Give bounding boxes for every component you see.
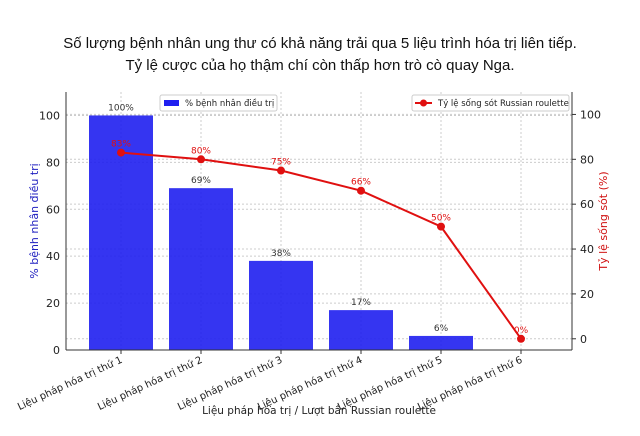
bar-label: 100% xyxy=(108,103,134,113)
chart-title: Số lượng bệnh nhân ung thư có khả năng t… xyxy=(0,34,640,75)
legend-left-box xyxy=(159,94,278,112)
right-tick-label: 100 xyxy=(580,108,601,121)
left-tick-label: 100 xyxy=(39,109,60,122)
right-tick-label: 20 xyxy=(580,288,594,301)
survival-point xyxy=(437,222,445,231)
bar xyxy=(169,188,233,350)
bar-label: 6% xyxy=(434,324,449,334)
survival-label: 50% xyxy=(431,214,451,224)
survival-point xyxy=(277,166,285,175)
left-axis-label: % bệnh nhân điều trị xyxy=(28,163,41,278)
legend-bar-label: % bệnh nhân điều trị xyxy=(185,98,274,109)
bar-label: 17% xyxy=(351,298,371,308)
bar-label: 38% xyxy=(271,249,291,259)
survival-label: 66% xyxy=(351,178,371,188)
right-tick-label: 40 xyxy=(580,243,594,256)
survival-label: 80% xyxy=(191,146,211,156)
legend-right-box xyxy=(411,94,570,112)
left-tick-label: 0 xyxy=(53,344,60,357)
right-tick-label: 80 xyxy=(580,153,594,166)
left-tick-label: 80 xyxy=(46,156,60,169)
right-axis-label: Tỷ lệ sống sót (%) xyxy=(597,171,610,271)
legend-bar-swatch xyxy=(164,100,179,106)
chart-title-line1: Số lượng bệnh nhân ung thư có khả năng t… xyxy=(63,35,577,52)
bar xyxy=(329,310,393,350)
chart-title-line2: Tỷ lệ cược của họ thậm chí còn thấp hơn … xyxy=(125,57,515,74)
left-tick-label: 60 xyxy=(46,203,60,216)
bar xyxy=(409,335,473,350)
survival-point xyxy=(357,186,365,195)
survival-label: 0% xyxy=(514,326,529,336)
survival-point xyxy=(117,148,125,157)
right-tick-label: 60 xyxy=(580,198,594,211)
survival-point xyxy=(197,155,205,164)
bar xyxy=(249,260,313,350)
bar-label: 69% xyxy=(191,176,211,186)
legend-line-marker xyxy=(420,99,427,107)
right-tick-label: 0 xyxy=(580,333,587,346)
left-tick-label: 40 xyxy=(46,250,60,263)
legend-line-label: Tỷ lệ sống sót Russian roulette xyxy=(437,98,569,109)
survival-line xyxy=(120,151,522,340)
survival-point xyxy=(517,334,525,343)
left-tick-label: 20 xyxy=(46,297,60,310)
survival-label: 83% xyxy=(111,140,131,150)
survival-label: 75% xyxy=(271,158,291,168)
x-axis-label: Liệu pháp hóa trị / Lượt bắn Russian rou… xyxy=(202,404,436,417)
